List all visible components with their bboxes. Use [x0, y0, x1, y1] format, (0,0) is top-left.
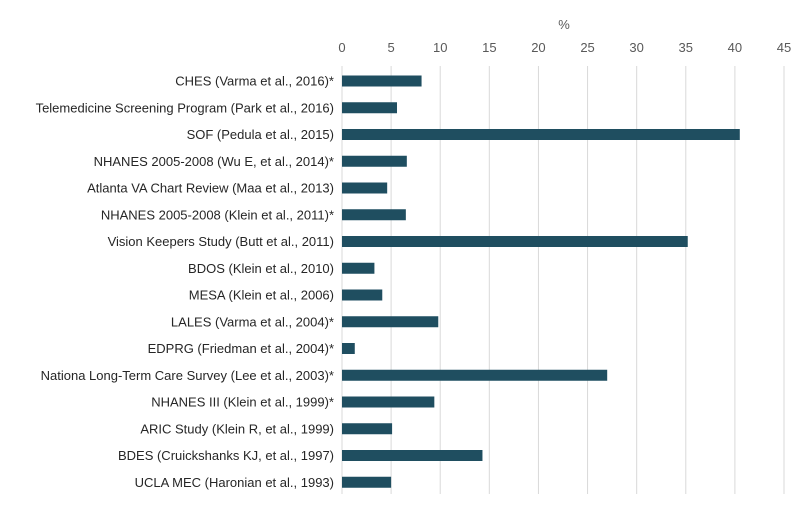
bar: [342, 289, 383, 301]
bar: [342, 476, 392, 488]
category-label: MESA (Klein et al., 2006): [189, 288, 334, 303]
category-label: Vision Keepers Study (Butt et al., 2011): [108, 234, 334, 249]
bar: [342, 450, 483, 461]
category-label: EDPRG (Friedman et al., 2004)*: [148, 341, 334, 356]
category-label: SOF (Pedula et al., 2015): [187, 127, 334, 142]
bar: [342, 423, 393, 435]
x-tick-label: 25: [580, 40, 594, 55]
x-tick-label: 10: [433, 40, 447, 55]
category-label: Nationa Long-Term Care Survey (Lee et al…: [41, 368, 334, 383]
category-label: NHANES 2005-2008 (Wu E, et al., 2014)*: [94, 154, 334, 169]
bar: [342, 102, 398, 114]
x-tick-label: 30: [629, 40, 643, 55]
bars: [342, 75, 740, 488]
category-label: UCLA MEC (Haronian et al., 1993): [135, 475, 334, 490]
category-label: CHES (Varma et al., 2016)*: [175, 74, 334, 89]
bar: [342, 209, 406, 221]
x-tick-label: 45: [777, 40, 791, 55]
category-label: BDOS (Klein et al., 2010): [188, 261, 334, 276]
category-label: LALES (Varma et al., 2004)*: [171, 314, 334, 329]
x-tick-labels: 0 5 10 15 20 25 30 35 40 45: [338, 40, 791, 55]
category-label: Telemedicine Screening Program (Park et …: [36, 100, 334, 115]
category-label: Atlanta VA Chart Review (Maa et al., 201…: [87, 181, 334, 196]
x-tick-label: 35: [679, 40, 693, 55]
bar: [342, 396, 435, 408]
x-tick-label: 15: [482, 40, 496, 55]
category-label: BDES (Cruickshanks KJ, et al., 1997): [118, 448, 334, 463]
x-axis-title: %: [558, 17, 570, 32]
bar: [342, 369, 608, 381]
bar: [342, 236, 688, 247]
bar: [342, 155, 407, 167]
bar: [342, 316, 439, 328]
x-tick-label: 20: [531, 40, 545, 55]
bar: [342, 343, 355, 354]
category-label: NHANES 2005-2008 (Klein et al., 2011)*: [101, 207, 334, 222]
category-label: NHANES III (Klein et al., 1999)*: [151, 395, 334, 410]
category-label: ARIC Study (Klein R, et al., 1999): [140, 421, 334, 436]
category-labels: CHES (Varma et al., 2016)* Telemedicine S…: [36, 74, 334, 490]
x-tick-label: 5: [387, 40, 394, 55]
bar: [342, 129, 740, 140]
bar: [342, 262, 375, 274]
x-tick-label: 40: [728, 40, 742, 55]
x-tick-label: 0: [338, 40, 345, 55]
bar: [342, 75, 422, 87]
bar: [342, 182, 388, 194]
